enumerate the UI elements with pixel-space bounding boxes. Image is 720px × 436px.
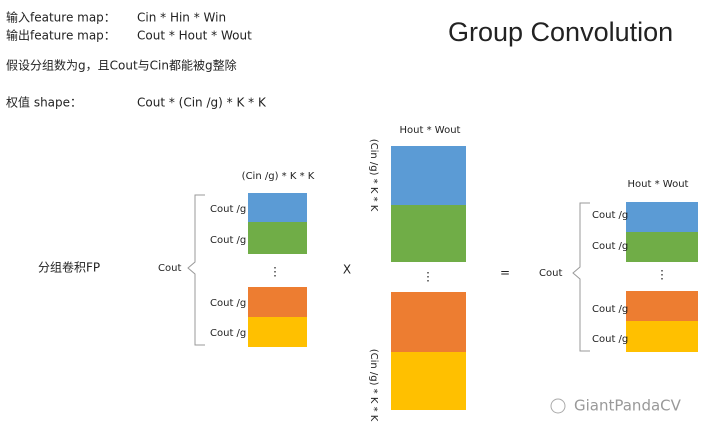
input-side-label: (Cin /g) * K * K bbox=[368, 139, 379, 212]
note-formula: Cout * Hout * Wout bbox=[137, 29, 252, 43]
row-label: Cout /g bbox=[210, 298, 246, 309]
block bbox=[626, 321, 698, 352]
row-label: Cout /g bbox=[592, 241, 628, 252]
block bbox=[248, 222, 307, 254]
note-label: 输出feature map： bbox=[6, 28, 116, 43]
row-label: Cout /g bbox=[592, 334, 628, 345]
block bbox=[248, 287, 307, 317]
input-top-label: Hout * Wout bbox=[400, 125, 461, 136]
input-side-label: (Cin /g) * K * K bbox=[368, 349, 379, 422]
title: Group Convolution bbox=[448, 17, 673, 47]
row-label: Cout /g bbox=[210, 204, 246, 215]
block bbox=[626, 202, 698, 232]
block bbox=[391, 146, 466, 205]
note-label: 权值 shape： bbox=[6, 95, 82, 110]
weights-side-label: Cout bbox=[158, 263, 181, 274]
output-top-label: Hout * Wout bbox=[628, 179, 689, 190]
logo bbox=[550, 398, 566, 414]
ellipsis: ⋮ bbox=[656, 268, 668, 282]
left-label: 分组卷积FP bbox=[38, 260, 100, 275]
row-label: Cout /g bbox=[592, 304, 628, 315]
block bbox=[391, 292, 466, 352]
operator: = bbox=[500, 266, 510, 280]
output-side-label: Cout bbox=[539, 268, 562, 279]
block bbox=[248, 317, 307, 347]
block bbox=[626, 232, 698, 262]
note-label: 假设分组数为g，且Cout与Cin都能被g整除 bbox=[6, 58, 237, 73]
note-formula: Cout * (Cin /g) * K * K bbox=[137, 96, 267, 110]
row-label: Cout /g bbox=[210, 235, 246, 246]
block bbox=[391, 205, 466, 262]
operator: X bbox=[343, 263, 351, 277]
row-label: Cout /g bbox=[592, 210, 628, 221]
ellipsis: ⋮ bbox=[422, 270, 434, 284]
block bbox=[391, 352, 466, 410]
watermark: GiantPandaCV bbox=[574, 397, 682, 415]
brace bbox=[187, 194, 205, 346]
brace bbox=[572, 202, 590, 352]
note-label: 输入feature map： bbox=[6, 10, 116, 25]
block bbox=[626, 291, 698, 321]
block bbox=[248, 193, 307, 222]
row-label: Cout /g bbox=[210, 328, 246, 339]
note-formula: Cin * Hin * Win bbox=[137, 11, 226, 25]
weights-top-label: (Cin /g) * K * K bbox=[242, 171, 315, 182]
ellipsis: ⋮ bbox=[269, 265, 281, 279]
